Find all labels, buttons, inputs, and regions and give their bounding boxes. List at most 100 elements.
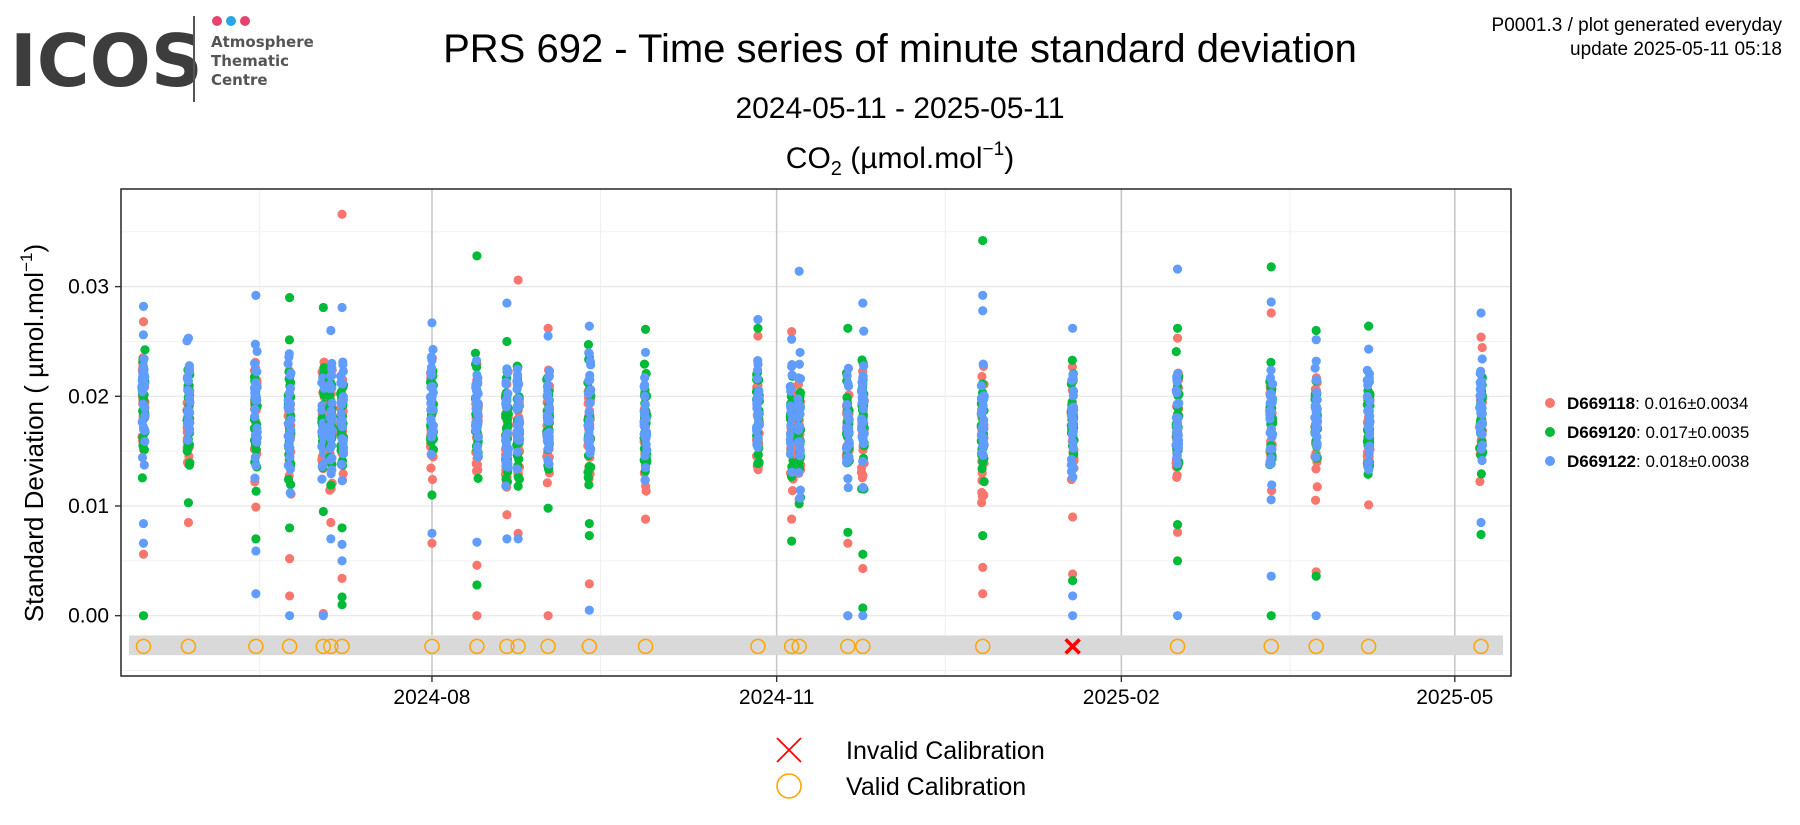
data-point-d669122 [1364, 373, 1374, 383]
data-point-d669118 [542, 478, 552, 488]
data-point-d669120 [753, 323, 763, 333]
data-point-d669118 [858, 563, 868, 574]
logo-word: ICOS [10, 19, 203, 103]
data-point-d669122 [978, 290, 988, 300]
data-point-d669120 [140, 345, 150, 355]
valid-calibration-icon [776, 773, 802, 799]
legend-item-d669122: D669122: 0.018±0.0038 [1545, 452, 1749, 471]
valid-calibration-marker [974, 638, 991, 655]
data-point-d669122 [795, 485, 806, 495]
data-point-d669122 [543, 331, 553, 341]
data-point-d669120 [284, 523, 295, 533]
data-point-d669122 [139, 460, 149, 470]
data-point-d669122 [1311, 611, 1321, 621]
data-point-d669122 [252, 346, 262, 357]
data-point-d669120 [514, 474, 525, 484]
plot-code: P0001.3 / plot generated everyday [1492, 15, 1783, 36]
data-point-d669120 [639, 359, 650, 369]
data-point-d669122 [1476, 381, 1486, 391]
data-point-d669122 [251, 589, 261, 599]
invalid-calibration-label: Invalid Calibration [846, 737, 1045, 765]
data-point-d669122 [284, 611, 295, 621]
data-point-d669122 [502, 534, 512, 544]
data-point-d669122 [250, 404, 260, 414]
data-point-d669122 [252, 382, 262, 392]
data-point-d669122 [327, 358, 337, 369]
data-point-d669122 [1172, 459, 1182, 469]
data-point-d669122 [286, 415, 296, 425]
data-point-d669118 [584, 579, 594, 589]
data-point-d669122 [1477, 354, 1487, 364]
data-point-d669122 [1267, 480, 1277, 490]
data-point-d669118 [1067, 362, 1078, 372]
data-point-d669120 [1172, 520, 1183, 530]
data-point-d669122 [979, 440, 989, 450]
data-point-d669120 [584, 531, 594, 541]
valid-calibration-marker [581, 638, 598, 655]
species-unit-end: ) [1004, 142, 1014, 175]
data-point-d669122 [473, 388, 483, 399]
data-point-d669122 [1475, 368, 1485, 379]
data-point-d669122 [183, 385, 193, 395]
data-point-d669120 [251, 534, 261, 544]
logo-dot-3 [240, 16, 250, 26]
data-point-d669118 [1312, 482, 1322, 492]
data-point-d669122 [639, 410, 649, 420]
date-range: 2024-05-11 - 2025-05-11 [735, 92, 1064, 125]
calibration-markers [135, 638, 1489, 655]
data-point-d669122 [327, 465, 337, 475]
y-tick-label: 0.00 [68, 605, 109, 628]
data-point-d669122 [793, 421, 803, 431]
data-point-d669122 [336, 416, 346, 426]
data-point-d669122 [140, 436, 150, 447]
data-point-d669122 [140, 411, 150, 421]
data-point-d669118 [857, 473, 868, 483]
series-legend: D669118: 0.016±0.0034 D669120: 0.017±0.0… [1545, 394, 1749, 471]
data-point-d669122 [583, 420, 593, 430]
data-point-d669120 [843, 323, 853, 333]
data-point-d669122 [1365, 417, 1375, 427]
data-point-d669118 [138, 317, 149, 327]
data-point-d669122 [1312, 394, 1322, 405]
data-point-d669122 [252, 367, 262, 377]
data-point-d669120 [640, 324, 651, 334]
data-point-d669120 [319, 363, 329, 373]
data-point-d669122 [1172, 451, 1182, 461]
data-point-d669122 [1172, 264, 1183, 274]
data-point-d669118 [472, 460, 483, 470]
data-point-d669122 [1475, 403, 1485, 413]
data-point-d669122 [512, 464, 522, 474]
data-point-d669122 [583, 389, 594, 399]
data-point-d669118 [1364, 500, 1374, 510]
x-tick-label: 2024-11 [739, 686, 815, 709]
valid-calibration-marker [180, 638, 197, 655]
data-point-d669122 [327, 398, 337, 408]
data-point-d669122 [139, 354, 149, 364]
data-point-d669118 [641, 486, 651, 496]
data-point-d669120 [318, 302, 328, 313]
valid-calibration-marker [323, 638, 339, 655]
legend-series-name: D669122 [1567, 452, 1636, 471]
valid-calibration-marker [1169, 638, 1186, 655]
data-point-d669120 [858, 603, 868, 613]
data-point-d669122 [795, 400, 805, 411]
valid-calibration-marker [281, 638, 298, 655]
data-point-d669122 [250, 395, 261, 405]
data-point-d669122 [251, 546, 261, 556]
data-point-d669122 [317, 405, 327, 415]
data-point-d669120 [842, 392, 852, 403]
data-point-d669118 [787, 514, 797, 524]
data-point-d669122 [787, 334, 797, 344]
legend-series-stats: : 0.018±0.0038 [1636, 452, 1749, 471]
data-point-d669122 [336, 408, 346, 419]
y-axis-label-sup: −1 [17, 253, 36, 272]
data-point-d669122 [251, 290, 261, 300]
data-point-d669122 [752, 374, 763, 384]
data-point-d669122 [285, 464, 296, 474]
data-point-d669122 [427, 355, 437, 365]
data-point-d669120 [1364, 321, 1374, 331]
data-point-d669122 [858, 434, 868, 444]
data-point-d669122 [338, 366, 348, 376]
data-point-d669122 [140, 403, 150, 413]
valid-calibration-marker [1360, 638, 1377, 655]
